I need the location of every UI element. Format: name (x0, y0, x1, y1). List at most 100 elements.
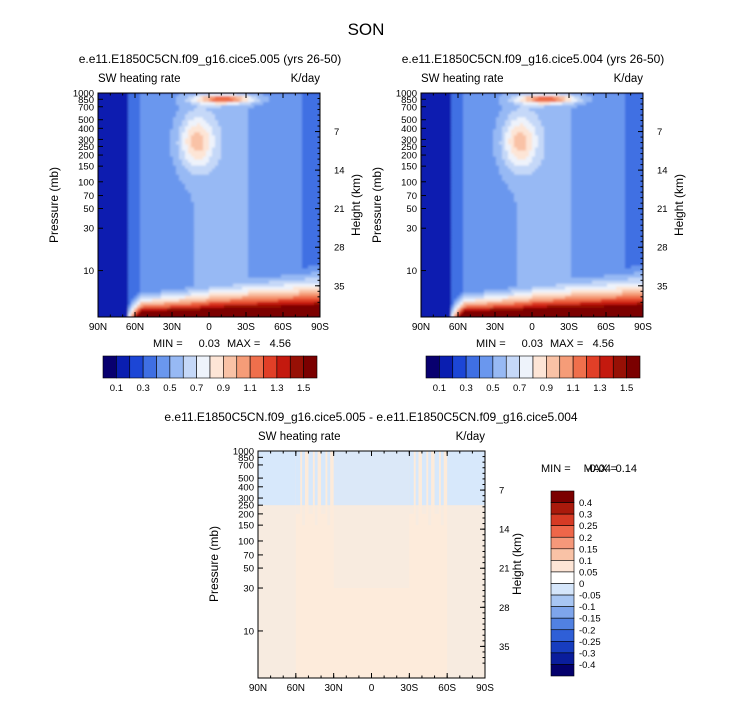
field-cell (239, 168, 243, 173)
field-cell (233, 250, 237, 255)
field-cell (242, 111, 246, 115)
field-cell (164, 223, 168, 227)
field-cell (155, 211, 159, 215)
field-cell (203, 232, 207, 236)
field-cell (254, 153, 258, 158)
field-cell (287, 223, 291, 227)
field-cell (233, 256, 237, 261)
field-cell (119, 93, 123, 97)
field-cell (254, 274, 258, 279)
field-cell (119, 102, 123, 106)
field-cell (185, 253, 189, 258)
field-cell (254, 271, 258, 276)
field-cell (104, 165, 108, 170)
field-cell (209, 141, 213, 146)
field-cell (167, 144, 171, 149)
field-cell (272, 171, 276, 176)
field-cell (233, 189, 237, 194)
field-cell (269, 117, 273, 121)
field-cell (185, 189, 189, 194)
field-cell (257, 268, 261, 273)
field-cell (305, 198, 309, 203)
field-cell (137, 138, 141, 143)
field-cell (242, 268, 246, 273)
field-cell (296, 105, 300, 109)
field-cell (107, 180, 111, 185)
field-cell (302, 123, 306, 127)
field-cell (197, 105, 201, 109)
field-cell (254, 268, 258, 273)
field-cell (188, 183, 192, 188)
field-cell (311, 99, 315, 103)
field-cell (140, 208, 144, 212)
field-cell (167, 259, 171, 264)
field-cell (194, 126, 198, 130)
field-cell (236, 256, 240, 261)
field-cell (278, 229, 282, 233)
field-cell (191, 277, 195, 282)
field-cell (311, 241, 315, 245)
field-cell (158, 283, 162, 288)
field-cell (134, 108, 138, 112)
field-cell (200, 138, 204, 143)
field-cell (107, 271, 111, 276)
field-cell (188, 144, 192, 149)
field-cell (197, 241, 201, 245)
field-cell (287, 129, 291, 133)
field-cell (296, 283, 300, 288)
field-cell (182, 211, 186, 215)
field-cell (293, 223, 297, 227)
field-cell (293, 135, 297, 140)
field-cell (293, 274, 297, 279)
field-cell (257, 292, 261, 297)
field-cell (272, 177, 276, 182)
field-cell (284, 277, 288, 282)
field-cell (131, 108, 135, 112)
field-cell (263, 198, 267, 203)
field-cell (218, 180, 222, 185)
field-cell (128, 153, 132, 158)
field-cell (122, 159, 126, 164)
field-cell (302, 220, 306, 224)
field-cell (146, 105, 150, 109)
field-cell (287, 244, 291, 248)
field-cell (122, 226, 126, 230)
field-cell (233, 111, 237, 115)
field-cell (143, 286, 147, 291)
field-cell (209, 147, 213, 152)
field-cell (272, 147, 276, 152)
field-cell (209, 268, 213, 273)
field-cell (290, 223, 294, 227)
field-cell (155, 235, 159, 239)
field-cell (125, 150, 129, 155)
field-cell (188, 286, 192, 291)
field-cell (266, 201, 270, 206)
field-cell (248, 292, 252, 297)
field-cell (284, 135, 288, 140)
field-cell (140, 105, 144, 109)
field-cell (101, 289, 105, 294)
field-cell (173, 229, 177, 233)
field-cell (98, 292, 102, 297)
field-cell (317, 220, 320, 224)
field-cell (290, 168, 294, 173)
field-cell (218, 223, 222, 227)
field-cell (158, 123, 162, 127)
field-cell (299, 226, 303, 230)
field-cell (146, 177, 150, 182)
field-cell (284, 171, 288, 176)
field-cell (281, 217, 285, 221)
field-cell (302, 171, 306, 176)
field-cell (269, 262, 273, 267)
field-cell (122, 186, 126, 191)
field-cell (221, 262, 225, 267)
field-cell (272, 208, 276, 212)
field-cell (134, 174, 138, 179)
field-cell (221, 214, 225, 218)
field-cell (236, 159, 240, 164)
field-cell (245, 120, 249, 124)
field-cell (143, 229, 147, 233)
field-cell (164, 253, 168, 258)
field-cell (128, 102, 132, 106)
field-cell (194, 286, 198, 291)
